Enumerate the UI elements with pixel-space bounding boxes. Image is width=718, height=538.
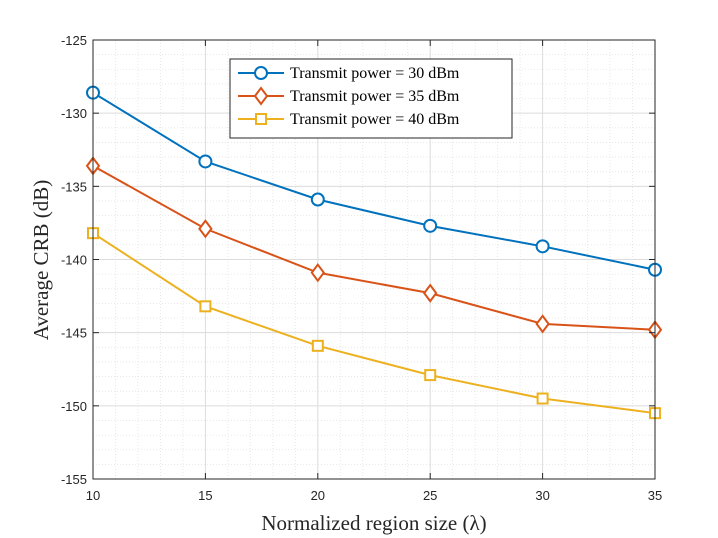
legend-item-1: Transmit power = 30 dBm (238, 65, 460, 82)
legend-marker (255, 113, 267, 125)
data-point (535, 314, 550, 334)
y-tick-label: -150 (61, 399, 87, 414)
data-point (423, 218, 438, 233)
legend-label: Transmit power = 40 dBm (290, 111, 460, 128)
legend-marker (254, 66, 268, 80)
data-point (311, 339, 324, 352)
x-tick-label: 10 (86, 488, 100, 503)
data-point (310, 263, 326, 283)
legend-label: Transmit power = 30 dBm (290, 65, 460, 82)
series-line (92, 91, 656, 271)
axis-ticks (92, 39, 656, 480)
y-axis-label: Average CRB (dB) (29, 180, 53, 341)
series-2 (85, 156, 663, 340)
legend-marker (253, 86, 269, 106)
y-tick-label: -145 (61, 326, 87, 341)
data-point (198, 154, 213, 169)
y-tick-label: -155 (61, 472, 87, 487)
data-point (535, 239, 550, 254)
legend-label: Transmit power = 35 dBm (290, 88, 460, 105)
x-tick-label: 20 (311, 488, 325, 503)
x-tick-labels: 10 15 20 25 30 35 (86, 488, 662, 503)
y-tick-label: -135 (61, 179, 87, 194)
y-tick-label: -140 (61, 253, 87, 268)
x-tick-label: 35 (648, 488, 662, 503)
x-axis-label: Normalized region size (λ) (261, 511, 486, 535)
data-point (198, 219, 213, 239)
x-tick-label: 30 (535, 488, 549, 503)
data-point (424, 369, 437, 382)
data-point (199, 300, 212, 313)
legend-item-2: Transmit power = 35 dBm (238, 86, 460, 106)
series-3 (87, 227, 661, 420)
legend: Transmit power = 30 dBm Transmit power = … (229, 58, 513, 139)
data-point (536, 392, 549, 405)
x-tick-label: 25 (423, 488, 437, 503)
y-tick-label: -125 (61, 33, 87, 48)
y-tick-labels: -125 -130 -135 -140 -145 -150 -155 (61, 33, 87, 487)
y-tick-label: -130 (61, 106, 87, 121)
data-point (422, 283, 438, 303)
series-line (92, 164, 656, 331)
legend-item-3: Transmit power = 40 dBm (238, 111, 460, 128)
x-tick-label: 15 (198, 488, 212, 503)
data-point (310, 192, 325, 207)
series-line (92, 232, 656, 415)
